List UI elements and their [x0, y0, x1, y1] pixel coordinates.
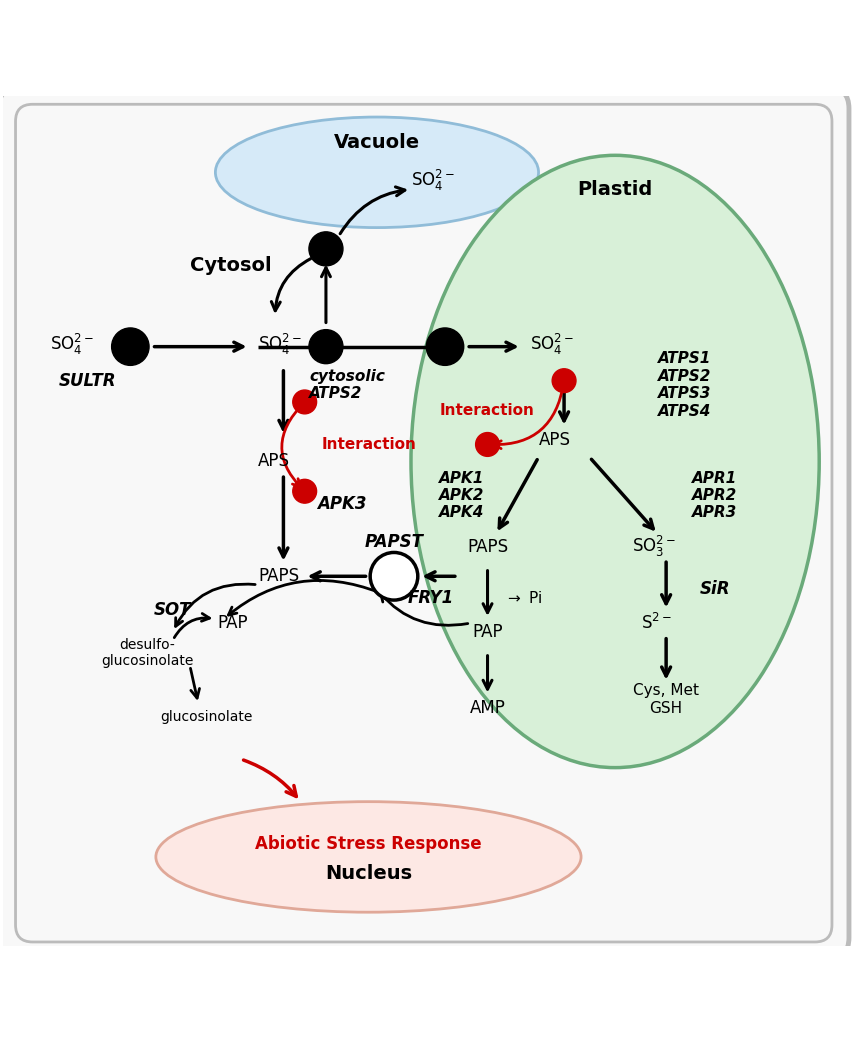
Circle shape [111, 328, 149, 366]
FancyBboxPatch shape [0, 88, 849, 959]
Circle shape [293, 390, 317, 414]
Text: Abiotic Stress Response: Abiotic Stress Response [255, 836, 482, 853]
Circle shape [370, 552, 418, 600]
Text: $\rightarrow$ Pi: $\rightarrow$ Pi [504, 590, 542, 605]
Text: glucosinolate: glucosinolate [161, 710, 253, 723]
Text: SO$_4^{2-}$: SO$_4^{2-}$ [50, 331, 93, 356]
Text: SiR: SiR [700, 580, 731, 598]
Text: ATPS1
ATPS2
ATPS3
ATPS4: ATPS1 ATPS2 ATPS3 ATPS4 [657, 351, 711, 419]
Ellipse shape [411, 155, 819, 768]
Ellipse shape [216, 117, 538, 227]
Text: SO$_3^{2-}$: SO$_3^{2-}$ [632, 534, 676, 560]
Circle shape [426, 328, 464, 366]
Ellipse shape [156, 801, 581, 912]
Text: desulfo-
glucosinolate: desulfo- glucosinolate [101, 638, 193, 668]
Text: SOT: SOT [154, 601, 192, 619]
Text: Interaction: Interaction [440, 403, 535, 418]
Circle shape [293, 479, 317, 503]
Circle shape [309, 329, 343, 364]
Text: Cys, Met
GSH: Cys, Met GSH [633, 684, 699, 716]
Text: cytosolic
ATPS2: cytosolic ATPS2 [309, 369, 385, 401]
Text: SO$_4^{2-}$: SO$_4^{2-}$ [411, 168, 455, 194]
Text: PAPS: PAPS [467, 538, 508, 555]
Text: Vacuole: Vacuole [334, 133, 420, 152]
Text: Cytosol: Cytosol [190, 256, 271, 275]
Text: Interaction: Interaction [322, 437, 417, 452]
Text: AMP: AMP [470, 699, 506, 717]
Text: PAPST: PAPST [365, 534, 424, 551]
Text: PAP: PAP [473, 622, 502, 641]
Text: SO$_4^{2-}$: SO$_4^{2-}$ [258, 331, 302, 356]
Text: APS: APS [258, 452, 290, 471]
Text: APR1
APR2
APR3: APR1 APR2 APR3 [692, 471, 737, 520]
Text: APK1
APK2
APK4: APK1 APK2 APK4 [439, 471, 484, 520]
Text: APS: APS [538, 431, 571, 449]
Text: SULTR: SULTR [59, 372, 116, 390]
Text: PAP: PAP [217, 614, 247, 632]
Text: S$^{2-}$: S$^{2-}$ [640, 613, 671, 634]
Text: FRY1: FRY1 [407, 589, 454, 606]
Circle shape [552, 369, 576, 393]
Text: SO$_4^{2-}$: SO$_4^{2-}$ [530, 331, 574, 356]
Text: Plastid: Plastid [578, 180, 653, 199]
Text: Nucleus: Nucleus [325, 865, 412, 884]
Circle shape [476, 432, 499, 456]
Text: PAPS: PAPS [258, 567, 299, 586]
Circle shape [309, 232, 343, 266]
Text: APK3: APK3 [318, 495, 367, 513]
